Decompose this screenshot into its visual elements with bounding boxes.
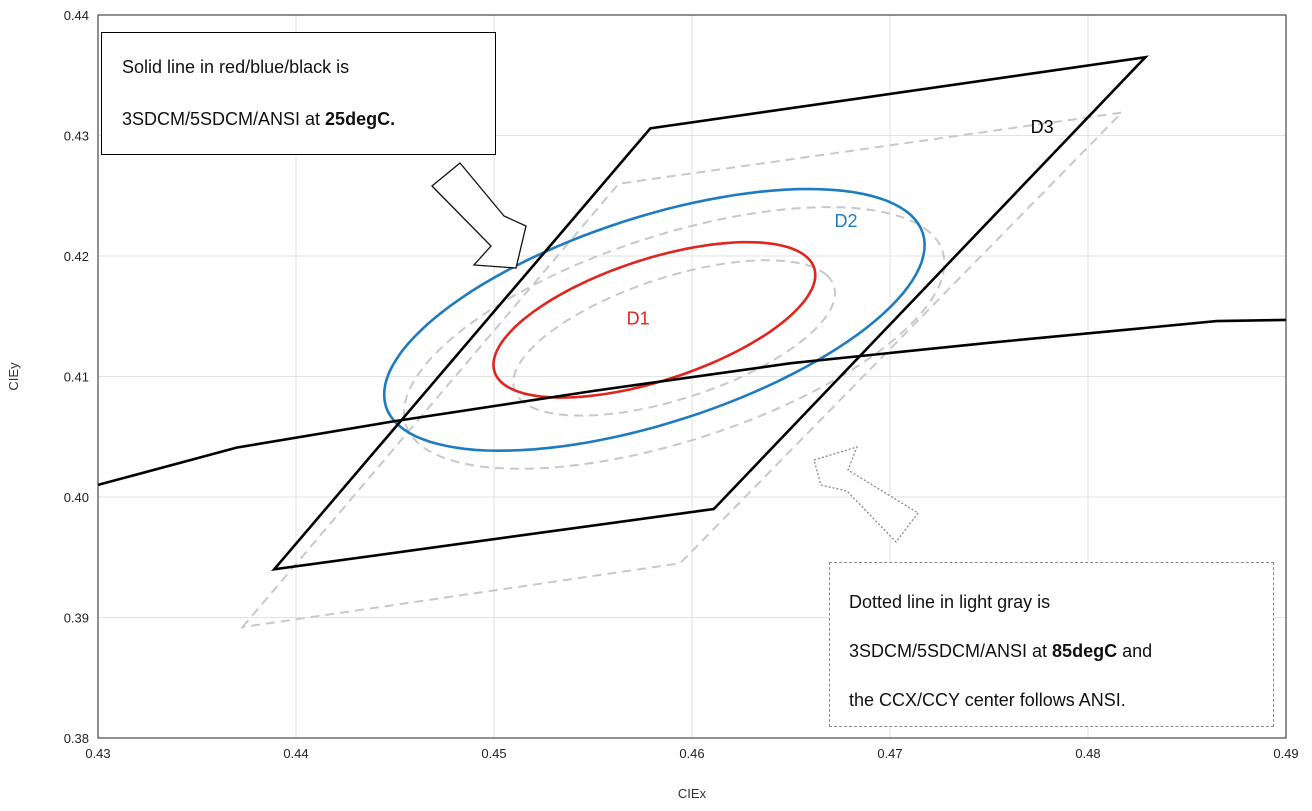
region-labels: D1 D2 D3: [627, 117, 1054, 329]
solid-line-note: Solid line in red/blue/black is 3SDCM/5S…: [101, 32, 496, 155]
solid-note-line2-text: 3SDCM/5SDCM/ANSI at: [122, 109, 326, 129]
solid-note-line2: 3SDCM/5SDCM/ANSI at 25degC.: [122, 109, 395, 130]
ansi-quad-d3: [270, 55, 1149, 572]
x-tick-label: 0.49: [1273, 746, 1298, 761]
x-tick-label: 0.43: [85, 746, 110, 761]
x-tick-label: 0.47: [877, 746, 902, 761]
dotted-note-line1: Dotted line in light gray is: [849, 592, 1051, 612]
solid-note-arrow: [431, 162, 527, 269]
y-tick-label: 0.42: [64, 249, 89, 264]
y-tick-label: 0.40: [64, 490, 89, 505]
y-axis-label: CIEy: [6, 362, 21, 391]
dotted-line-note: Dotted line in light gray is 3SDCM/5SDCM…: [829, 562, 1274, 727]
dotted-note-line3: the CCX/CCY center follows ANSI.: [849, 690, 1126, 710]
region-label-d2: D2: [835, 211, 858, 231]
y-tick-label: 0.44: [64, 8, 89, 23]
ellipse-d1: [492, 240, 817, 399]
region-label-d3: D3: [1031, 117, 1054, 137]
y-tick-label: 0.41: [64, 370, 89, 385]
tick-labels: 0.43 0.44 0.45 0.46 0.47 0.48 0.49 0.38 0.39 0.40…: [64, 8, 1299, 761]
y-tick-label: 0.39: [64, 611, 89, 626]
y-tick-label: 0.43: [64, 129, 89, 144]
25degc-series-layer: [97, 55, 1287, 572]
dotted-note-line2-text: 3SDCM/5SDCM/ANSI at: [849, 641, 1053, 661]
ellipse-85degc: [402, 206, 946, 470]
dotted-note-arrow: [813, 445, 919, 543]
ansi-quad-85degc: [240, 111, 1125, 629]
dotted-note-temp: 85degC: [1052, 641, 1118, 661]
y-tick-label: 0.38: [64, 731, 89, 746]
solid-note-temp: 25degC.: [325, 109, 396, 129]
blackbody-locus-line: [97, 318, 1287, 487]
x-tick-label: 0.46: [679, 746, 704, 761]
x-tick-label: 0.48: [1075, 746, 1100, 761]
dotted-note-line2-tail: and: [1117, 641, 1153, 661]
dotted-note-line2: 3SDCM/5SDCM/ANSI at 85degC and: [849, 641, 1152, 662]
x-tick-label: 0.45: [481, 746, 506, 761]
solid-note-line1: Solid line in red/blue/black is: [122, 57, 350, 77]
x-axis-label: CIEx: [678, 786, 707, 801]
x-tick-label: 0.44: [283, 746, 308, 761]
region-label-d1: D1: [627, 309, 650, 329]
plot-frame: [97, 14, 1287, 739]
